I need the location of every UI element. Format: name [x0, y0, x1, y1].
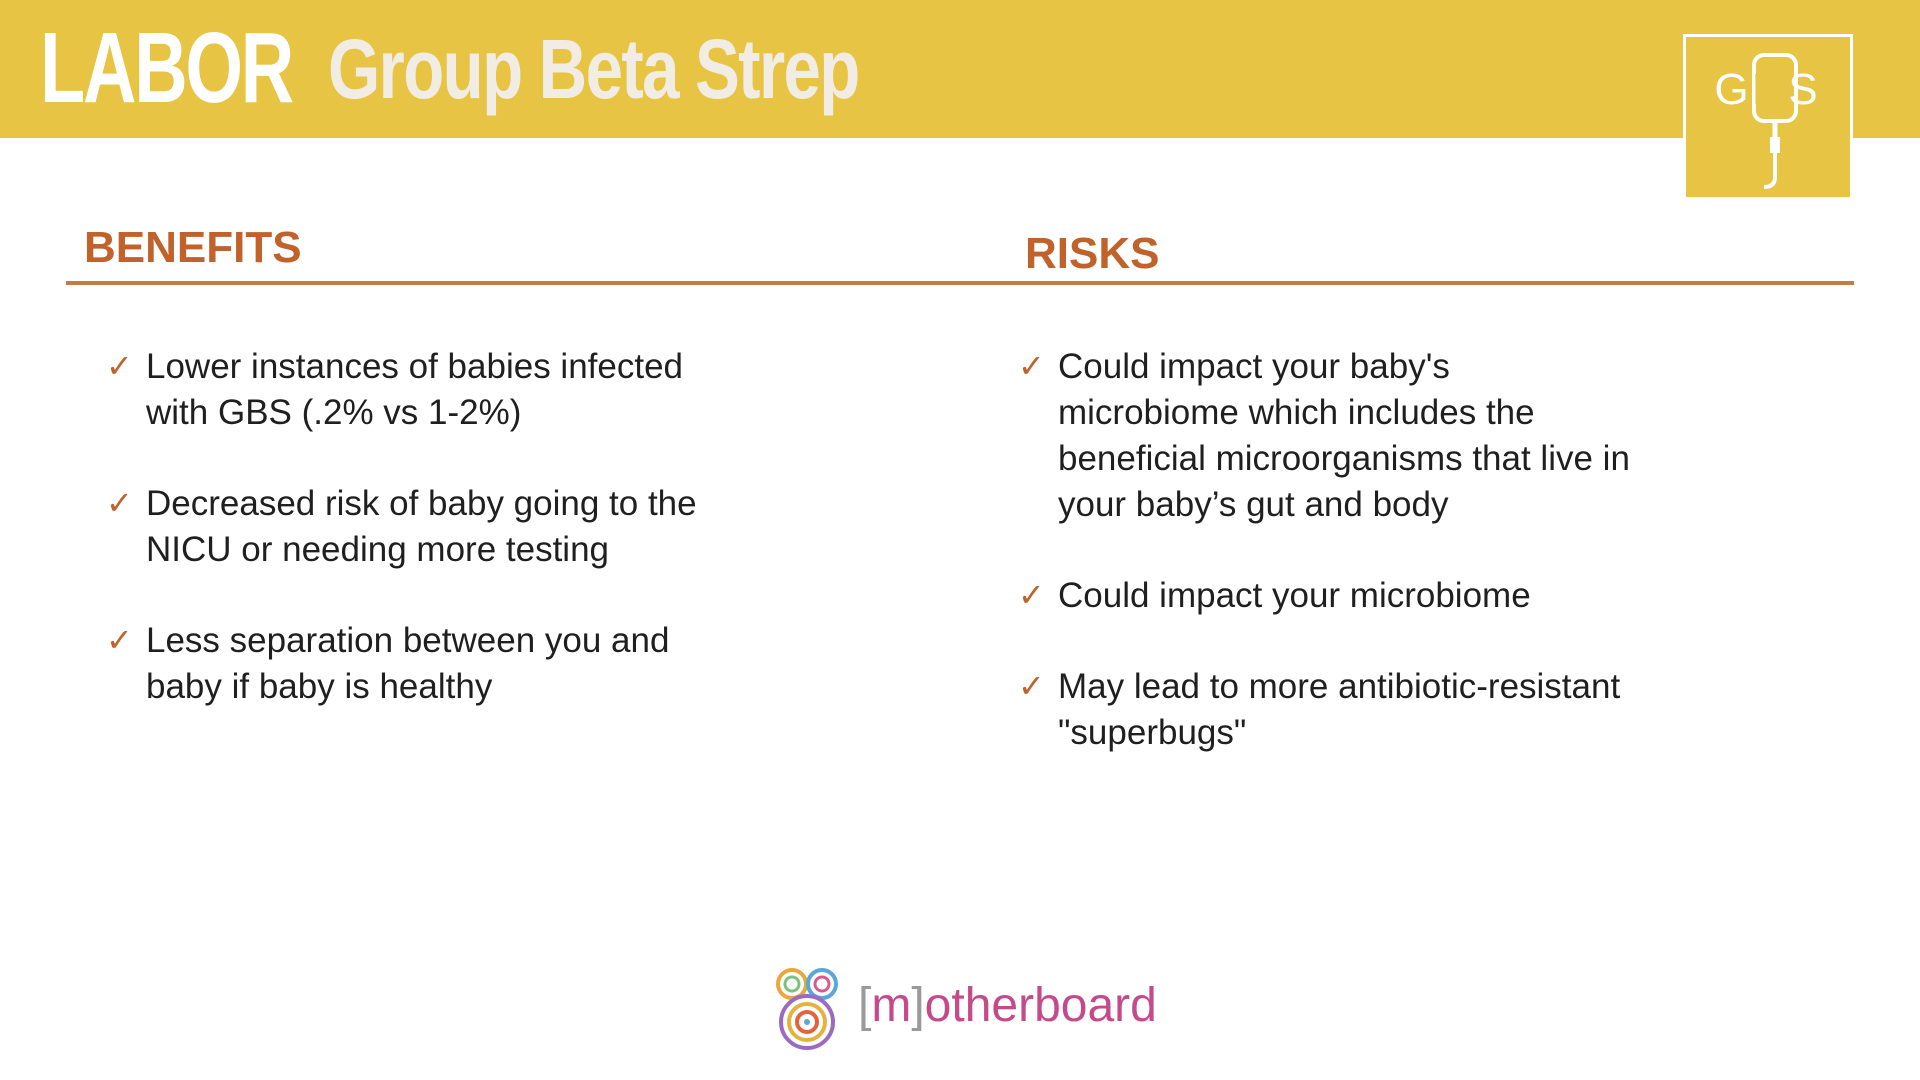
benefit-text: Lower instances of babies infected with … — [146, 347, 683, 432]
checkmark-icon: ✓ — [1018, 348, 1045, 384]
risk-item: ✓ May lead to more antibiotic-resistant … — [1018, 664, 1638, 756]
brand-rest: otherboard — [924, 979, 1157, 1032]
brand-wordmark: [m]otherboard — [858, 978, 1157, 1034]
risk-item: ✓ Could impact your microbiome — [1018, 573, 1638, 619]
risk-text: May lead to more antibiotic-resistant "s… — [1058, 667, 1621, 752]
checkmark-icon: ✓ — [106, 348, 133, 384]
motherboard-spiral-logo-icon — [776, 968, 838, 1050]
gbs-letter-b: B — [1752, 65, 1789, 114]
benefits-heading: BENEFITS — [84, 223, 302, 272]
slide-title: Group Beta Strep — [328, 22, 860, 116]
benefit-text: Decreased risk of baby going to the NICU… — [146, 484, 697, 569]
checkmark-icon: ✓ — [106, 485, 133, 521]
benefit-item: ✓ Decreased risk of baby going to the NI… — [106, 481, 746, 573]
benefits-list: ✓ Lower instances of babies infected wit… — [106, 344, 746, 755]
risk-text: Could impact your microbiome — [1058, 576, 1531, 615]
gbs-letter-s: S — [1788, 65, 1822, 114]
risk-text: Could impact your baby's microbiome whic… — [1058, 347, 1630, 524]
checkmark-icon: ✓ — [1018, 577, 1045, 613]
risk-item: ✓ Could impact your baby's microbiome wh… — [1018, 344, 1638, 528]
checkmark-icon: ✓ — [106, 622, 133, 658]
gbs-letter-g: G — [1714, 65, 1753, 114]
risks-list: ✓ Could impact your baby's microbiome wh… — [1018, 344, 1638, 801]
iv-bag-icon — [1752, 53, 1798, 189]
heading-divider — [66, 281, 1854, 285]
risks-heading: RISKS — [1025, 229, 1160, 278]
header-band: LABOR Group Beta Strep — [0, 0, 1920, 138]
benefit-item: ✓ Less separation between you and baby i… — [106, 618, 746, 710]
checkmark-icon: ✓ — [1018, 668, 1045, 704]
benefit-text: Less separation between you and baby if … — [146, 621, 670, 706]
benefit-item: ✓ Lower instances of babies infected wit… — [106, 344, 746, 436]
brand-m: m — [871, 979, 912, 1032]
gbs-letters: GBS — [1686, 65, 1850, 115]
gbs-badge: GBS — [1683, 34, 1853, 200]
brand-bracket-open: [ — [858, 979, 872, 1032]
footer-logo: [m]otherboard — [766, 962, 1157, 1052]
brand-bracket-close: ] — [911, 979, 925, 1032]
section-label: LABOR — [40, 12, 294, 124]
